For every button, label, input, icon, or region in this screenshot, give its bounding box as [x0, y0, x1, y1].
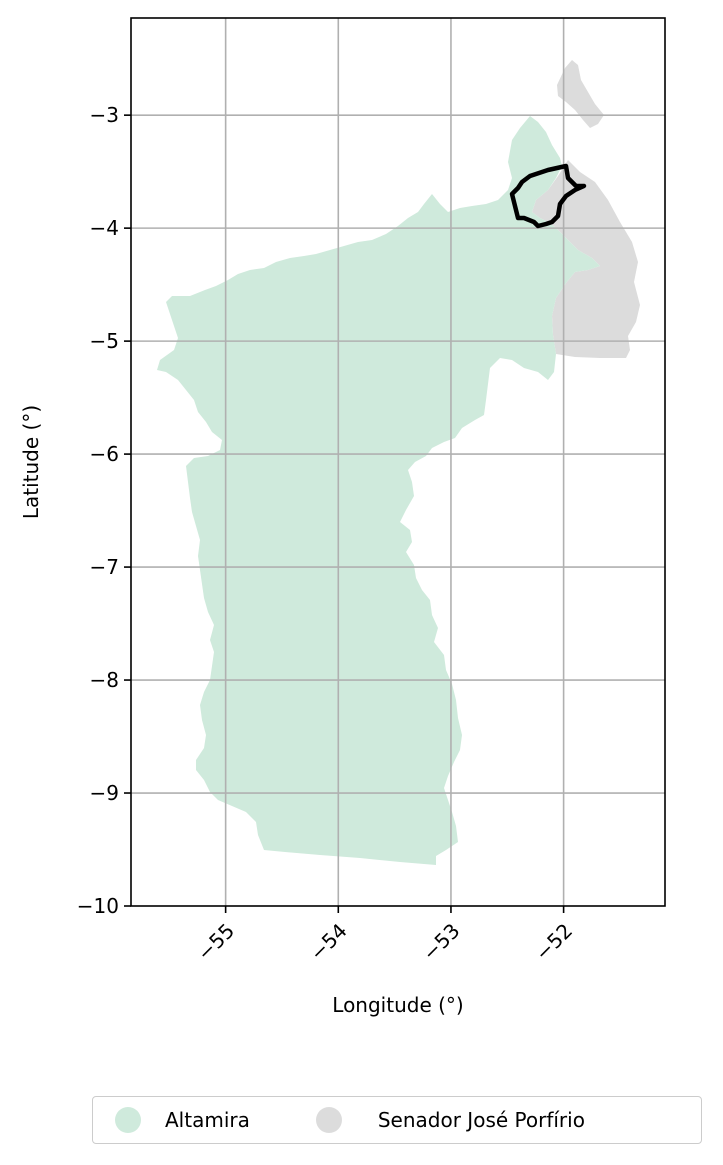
legend-label-altamira: Altamira	[165, 1108, 250, 1132]
y-tick-label: −9	[90, 781, 119, 805]
y-tick-label: −5	[90, 329, 119, 353]
legend-item-altamira: Altamira	[115, 1097, 250, 1143]
y-axis-ticks: −3 −4 −5 −6 −7 −8 −9 −10	[77, 103, 131, 918]
legend-item-senador-jose-porfirio: Senador José Porfírio	[315, 1097, 585, 1143]
axes-frame	[130, 17, 666, 907]
x-axis-ticks: −55 −54 −53 −52	[192, 906, 577, 965]
region-senador-jose-porfirio	[532, 60, 640, 358]
region-altamira	[157, 116, 600, 865]
legend: Altamira Senador José Porfírio	[92, 1096, 702, 1144]
highlight-outline	[509, 163, 587, 229]
x-tick-label: −54	[305, 919, 352, 966]
y-tick-label: −8	[90, 668, 119, 692]
legend-label-senador-jose-porfirio: Senador José Porfírio	[377, 1108, 585, 1132]
x-axis-label: Longitude (°)	[332, 993, 463, 1017]
y-tick-label: −10	[77, 894, 119, 918]
legend-swatch-altamira	[115, 1107, 141, 1133]
x-tick-label: −55	[192, 919, 239, 966]
y-tick-label: −6	[90, 442, 119, 466]
y-tick-label: −4	[90, 216, 119, 240]
x-tick-label: −53	[418, 919, 465, 966]
y-tick-label: −3	[90, 103, 119, 127]
legend-swatch-senador-jose-porfirio	[315, 1107, 342, 1133]
regions	[157, 60, 640, 865]
x-tick-label: −52	[530, 919, 577, 966]
y-tick-label: −7	[90, 555, 119, 579]
grid-lines	[131, 18, 665, 906]
y-axis-label: Latitude (°)	[19, 405, 43, 519]
